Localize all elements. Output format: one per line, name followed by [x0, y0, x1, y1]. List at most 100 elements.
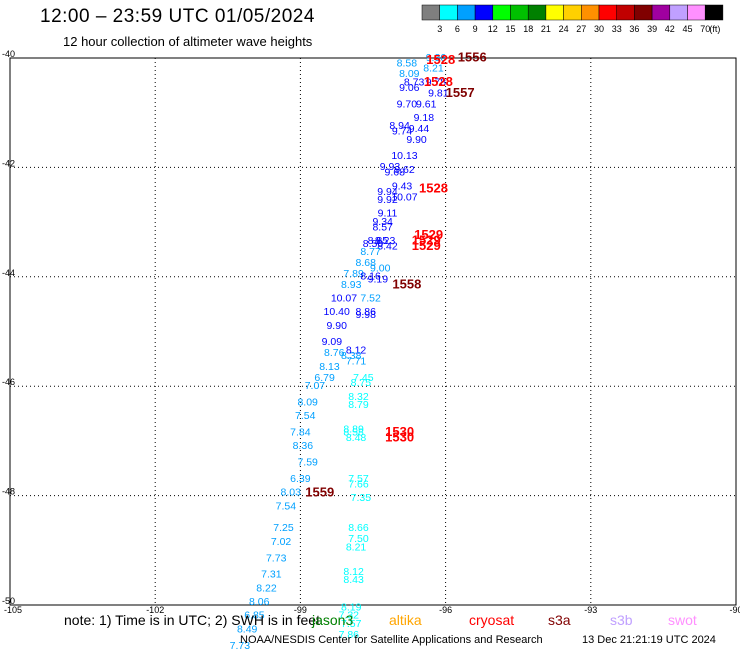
wave-height-label: 8.48 [346, 432, 367, 444]
wave-height-label: 8.21 [346, 541, 367, 553]
wave-height-label: 10.40 [324, 306, 350, 318]
wave-height-label: 7.66 [348, 478, 369, 490]
wave-height-label: 7.71 [346, 355, 367, 367]
wave-height-label: 9.18 [414, 112, 435, 124]
legend-s3b: s3b [610, 612, 633, 628]
wave-height-label: 9.00 [370, 262, 391, 274]
wave-height-label: 8.79 [348, 399, 369, 411]
wave-height-label: 8.19 [341, 602, 362, 614]
wave-height-label: 9.61 [416, 98, 437, 110]
x-tick-label: -96 [439, 605, 452, 615]
wave-height-label: 8.23 [375, 235, 396, 247]
wave-height-label: 8.36 [293, 440, 314, 452]
pass-time-label: 1530 [385, 424, 414, 439]
wave-height-label: 8.16 [360, 271, 381, 283]
wave-height-label: 9.81 [428, 87, 449, 99]
pass-time-label: 1556 [458, 49, 487, 64]
wave-height-label: 7.54 [276, 500, 297, 512]
map-subtitle: 12 hour collection of altimeter wave hei… [63, 34, 313, 49]
pass-time-label: 1558 [392, 276, 421, 291]
wave-height-label: 8.50 [363, 238, 384, 250]
wave-height-label: 8.93 [341, 279, 362, 291]
plot-frame [9, 57, 737, 606]
wave-height-label: 9.06 [399, 82, 420, 94]
wave-height-label: 9.68 [385, 167, 406, 179]
colorbar-label: 3 [437, 24, 442, 34]
wave-height-label: 7.89 [343, 268, 364, 280]
x-tick-label: -102 [146, 605, 164, 615]
wave-height-label: 8.32 [348, 391, 369, 403]
legend-cryosat: cryosat [469, 612, 515, 628]
wave-height-label: 7.45 [353, 372, 374, 384]
x-tick-label: -93 [584, 605, 597, 615]
colorbar-label: 42 [665, 24, 675, 34]
colorbar-label: 21 [541, 24, 551, 34]
colorbar-label: 45 [682, 24, 692, 34]
wave-height-label: 9.74 [392, 126, 413, 138]
pass-time-label: 1557 [446, 85, 475, 100]
wave-height-label: 7.59 [297, 457, 318, 469]
colorbar-label: 9 [473, 24, 478, 34]
wave-height-label: 8.85 [368, 235, 389, 247]
wave-height-label: 9.90 [326, 320, 347, 332]
wave-height-label: 8.21 [423, 63, 444, 75]
legend-swot: swot [668, 612, 697, 628]
wave-height-label: 8.76 [324, 347, 345, 359]
wave-height-label: 7.57 [341, 618, 362, 630]
wave-height-label: 9.34 [372, 216, 393, 228]
wave-height-label: 8.09 [399, 68, 420, 80]
wave-height-label: 9.19 [368, 273, 389, 285]
wave-height-label: 8.06 [249, 596, 270, 608]
wave-height-label: 8.57 [372, 221, 393, 233]
y-tick-label: -50 [2, 596, 15, 606]
wave-height-label: 9.92 [377, 194, 398, 206]
wave-height-label: 7.31 [261, 569, 282, 581]
pass-time-label: 1528 [426, 52, 455, 67]
colorbar-label: 36 [629, 24, 639, 34]
wave-height-label: 8.58 [397, 57, 418, 69]
wave-height-label: 8.73 [404, 76, 425, 88]
wave-height-label: 8.43 [343, 574, 364, 586]
wave-height-label: 7.52 [360, 292, 381, 304]
legend-altika: altika [389, 612, 422, 628]
wave-height-label: 8.03 [281, 487, 302, 499]
wave-height-label: 8.58 [343, 426, 364, 438]
footer-timestamp: 13 Dec 21:21:19 UTC 2024 [582, 634, 716, 646]
colorbar-label: 70 [700, 24, 710, 34]
colorbar: 3 6 9 12 15 18 21 24 27 30 33 36 39 42 45 70 (ft) [421, 4, 724, 34]
x-tick-label: -105 [4, 605, 22, 615]
wave-height-label: 7.84 [290, 426, 311, 438]
wave-height-label: 8.12 [343, 566, 364, 578]
wave-height-label: 7.86 [339, 629, 360, 641]
wave-height-label: 10.07 [391, 191, 417, 203]
wave-height-label: 8.22 [256, 582, 277, 594]
wave-height-label: 6.39 [290, 473, 311, 485]
colorbar-label: 39 [647, 24, 657, 34]
colorbar-label: (ft) [709, 24, 720, 34]
colorbar-label: 24 [559, 24, 569, 34]
pass-time-label: 1559 [305, 484, 334, 499]
colorbar-label: 33 [612, 24, 622, 34]
wave-height-label: 7.07 [305, 380, 326, 392]
wave-height-label: 7.73 [266, 552, 287, 564]
wave-height-label: 8.94 [389, 120, 410, 132]
wave-height-label: 6.85 [244, 610, 265, 622]
wave-height-label: 9.11 [378, 208, 398, 220]
x-tick-label: -90 [729, 605, 740, 615]
wave-height-label: 7.50 [348, 533, 369, 545]
legend-s3a: s3a [548, 612, 571, 628]
map-title: 12:00 – 23:59 UTC 01/05/2024 [40, 6, 315, 27]
wave-height-label: 7.54 [295, 410, 316, 422]
colorbar-label: 6 [455, 24, 460, 34]
y-tick-label: -48 [2, 487, 15, 497]
wave-height-label: 9.62 [394, 164, 415, 176]
wave-height-label: 8.13 [319, 361, 340, 373]
wave-height-label: 8.68 [356, 257, 377, 269]
wave-height-label: 9.98 [356, 309, 377, 321]
pass-time-label: 1529 [414, 227, 443, 242]
wave-height-label: 9.09 [322, 336, 343, 348]
wave-height-label: 7.25 [273, 522, 294, 534]
wave-height-label: 8.38 [341, 350, 362, 362]
